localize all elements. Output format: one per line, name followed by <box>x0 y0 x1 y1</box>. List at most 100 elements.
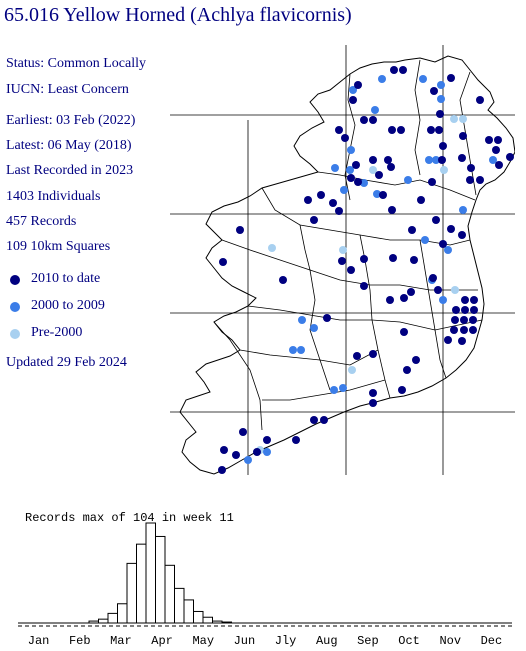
record-dot-2010 <box>458 231 466 239</box>
record-dot-2010 <box>439 142 447 150</box>
record-dot-2010 <box>459 132 467 140</box>
month-label: Jly <box>275 634 297 648</box>
record-dot-2010 <box>379 191 387 199</box>
record-dot-2010 <box>360 282 368 290</box>
record-dot-2010 <box>369 350 377 358</box>
record-dot-2010 <box>444 336 452 344</box>
record-dot-2010 <box>323 314 331 322</box>
record-dot-pre2000 <box>268 244 276 252</box>
record-dot-2010 <box>438 156 446 164</box>
updated-text: Updated 29 Feb 2024 <box>6 355 127 370</box>
record-dot-2000 <box>419 75 427 83</box>
month-label: Apr <box>151 634 173 648</box>
legend-label-pre2000: Pre-2000 <box>31 325 83 340</box>
record-dot-2010 <box>360 255 368 263</box>
record-dot-pre2000 <box>348 366 356 374</box>
record-dot-2010 <box>397 126 405 134</box>
record-dot-2010 <box>467 164 475 172</box>
month-label: Nov <box>439 634 461 648</box>
histogram-bar <box>126 562 137 624</box>
county-boundaries <box>213 59 483 431</box>
histogram-bar <box>145 522 156 624</box>
month-label: May <box>192 634 214 648</box>
record-dot-2000 <box>297 346 305 354</box>
histogram-bar <box>174 587 185 624</box>
record-dot-2010 <box>432 216 440 224</box>
record-dot-2000 <box>489 156 497 164</box>
record-dot-2010 <box>253 448 261 456</box>
record-dot-2010 <box>390 66 398 74</box>
legend-dot-2000 <box>10 302 20 312</box>
histogram-title: Records max of 104 in week 11 <box>25 511 234 525</box>
record-dot-2000 <box>340 186 348 194</box>
record-dot-2000 <box>437 95 445 103</box>
record-dot-pre2000 <box>451 286 459 294</box>
month-label: Aug <box>316 634 338 648</box>
record-dot-2000 <box>331 164 339 172</box>
month-label: Dec <box>481 634 503 648</box>
record-dot-2010 <box>458 337 466 345</box>
record-dot-2000 <box>347 146 355 154</box>
record-dot-2010 <box>352 161 360 169</box>
record-dot-2010 <box>461 296 469 304</box>
record-dot-2010 <box>353 352 361 360</box>
record-dot-2010 <box>460 316 468 324</box>
histogram-bar <box>107 612 118 624</box>
record-dot-2010 <box>369 116 377 124</box>
record-dot-2010 <box>429 274 437 282</box>
record-dot-2010 <box>492 146 500 154</box>
record-dots <box>218 66 514 474</box>
month-label: Jan <box>28 634 50 648</box>
individuals-text: 1403 Individuals <box>6 189 101 204</box>
month-labels: Jan Feb Mar Apr May Jun Jly Aug Sep Oct Nov Dec <box>28 634 502 648</box>
record-dot-2010 <box>310 216 318 224</box>
record-dot-2010 <box>310 416 318 424</box>
record-dot-2010 <box>354 178 362 186</box>
latest-text: Latest: 06 May (2018) <box>6 138 132 153</box>
record-dot-2010 <box>375 171 383 179</box>
record-dot-2010 <box>476 96 484 104</box>
record-dot-2010 <box>434 286 442 294</box>
record-dot-2010 <box>494 136 502 144</box>
record-dot-2000 <box>310 324 318 332</box>
record-dot-2010 <box>466 176 474 184</box>
record-dot-2010 <box>386 296 394 304</box>
record-dot-2010 <box>495 161 503 169</box>
record-dot-2000 <box>459 206 467 214</box>
ireland-map <box>170 45 515 475</box>
record-dot-2010 <box>329 199 337 207</box>
record-dot-2010 <box>360 116 368 124</box>
record-dot-2010 <box>335 126 343 134</box>
record-dot-2010 <box>408 226 416 234</box>
record-dot-2010 <box>341 134 349 142</box>
month-label: Sep <box>357 634 379 648</box>
month-label: Oct <box>398 634 420 648</box>
record-dot-2010 <box>417 196 425 204</box>
record-dot-2010 <box>304 196 312 204</box>
record-dot-2000 <box>263 448 271 456</box>
record-dot-pre2000 <box>440 166 448 174</box>
record-dot-2010 <box>452 306 460 314</box>
coastline <box>179 55 515 475</box>
record-dot-2010 <box>218 466 226 474</box>
histogram-bar <box>117 603 128 624</box>
record-dot-2000 <box>349 86 357 94</box>
record-dot-2010 <box>506 153 514 161</box>
record-dot-2000 <box>339 384 347 392</box>
record-dot-pre2000 <box>450 115 458 123</box>
record-dot-2010 <box>412 356 420 364</box>
record-dot-2010 <box>458 154 466 162</box>
record-dot-2010 <box>384 156 392 164</box>
record-dot-2010 <box>451 316 459 324</box>
record-dot-2010 <box>338 257 346 265</box>
record-dot-2010 <box>427 126 435 134</box>
record-dot-2000 <box>421 236 429 244</box>
record-dot-2010 <box>450 326 458 334</box>
record-dot-2010 <box>389 254 397 262</box>
record-dot-2010 <box>430 87 438 95</box>
squares-text: 109 10km Squares <box>6 239 111 254</box>
record-dot-2000 <box>373 190 381 198</box>
record-dot-pre2000 <box>459 115 467 123</box>
histogram-bar <box>164 564 175 624</box>
record-dot-2010 <box>435 126 443 134</box>
